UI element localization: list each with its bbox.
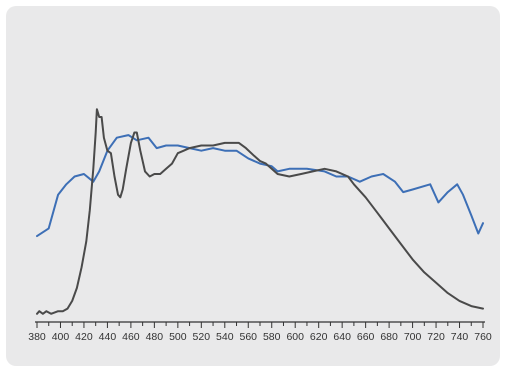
x-tick-label: 420 <box>75 331 93 343</box>
x-tick-label: 500 <box>169 331 187 343</box>
series-layer <box>36 108 484 315</box>
x-tick-label: 380 <box>28 331 46 343</box>
x-tick-label: 400 <box>52 331 70 343</box>
x-tick-label: 540 <box>216 331 234 343</box>
x-tick-label: 480 <box>146 331 164 343</box>
series-line-2 <box>36 108 484 315</box>
x-tick-label: 720 <box>427 331 445 343</box>
x-tick-label: 460 <box>122 331 140 343</box>
x-tick-label: 680 <box>380 331 398 343</box>
chart-panel <box>6 6 500 366</box>
x-tick-label: 760 <box>474 331 492 343</box>
x-tick-label: 580 <box>263 331 281 343</box>
x-tick-label: 740 <box>451 331 469 343</box>
x-tick-label: 560 <box>239 331 257 343</box>
x-tick-label: 620 <box>310 331 328 343</box>
x-tick-label: 640 <box>333 331 351 343</box>
x-tick-label: 520 <box>193 331 211 343</box>
x-tick-label: 700 <box>404 331 422 343</box>
x-axis: 380 400 420 440 460 480 500 520 540 560 580 600 620 6… <box>28 321 492 343</box>
series-line-1 <box>36 134 484 238</box>
x-tick-label: 600 <box>286 331 304 343</box>
x-tick-label: 440 <box>99 331 117 343</box>
x-tick-label: 660 <box>357 331 375 343</box>
